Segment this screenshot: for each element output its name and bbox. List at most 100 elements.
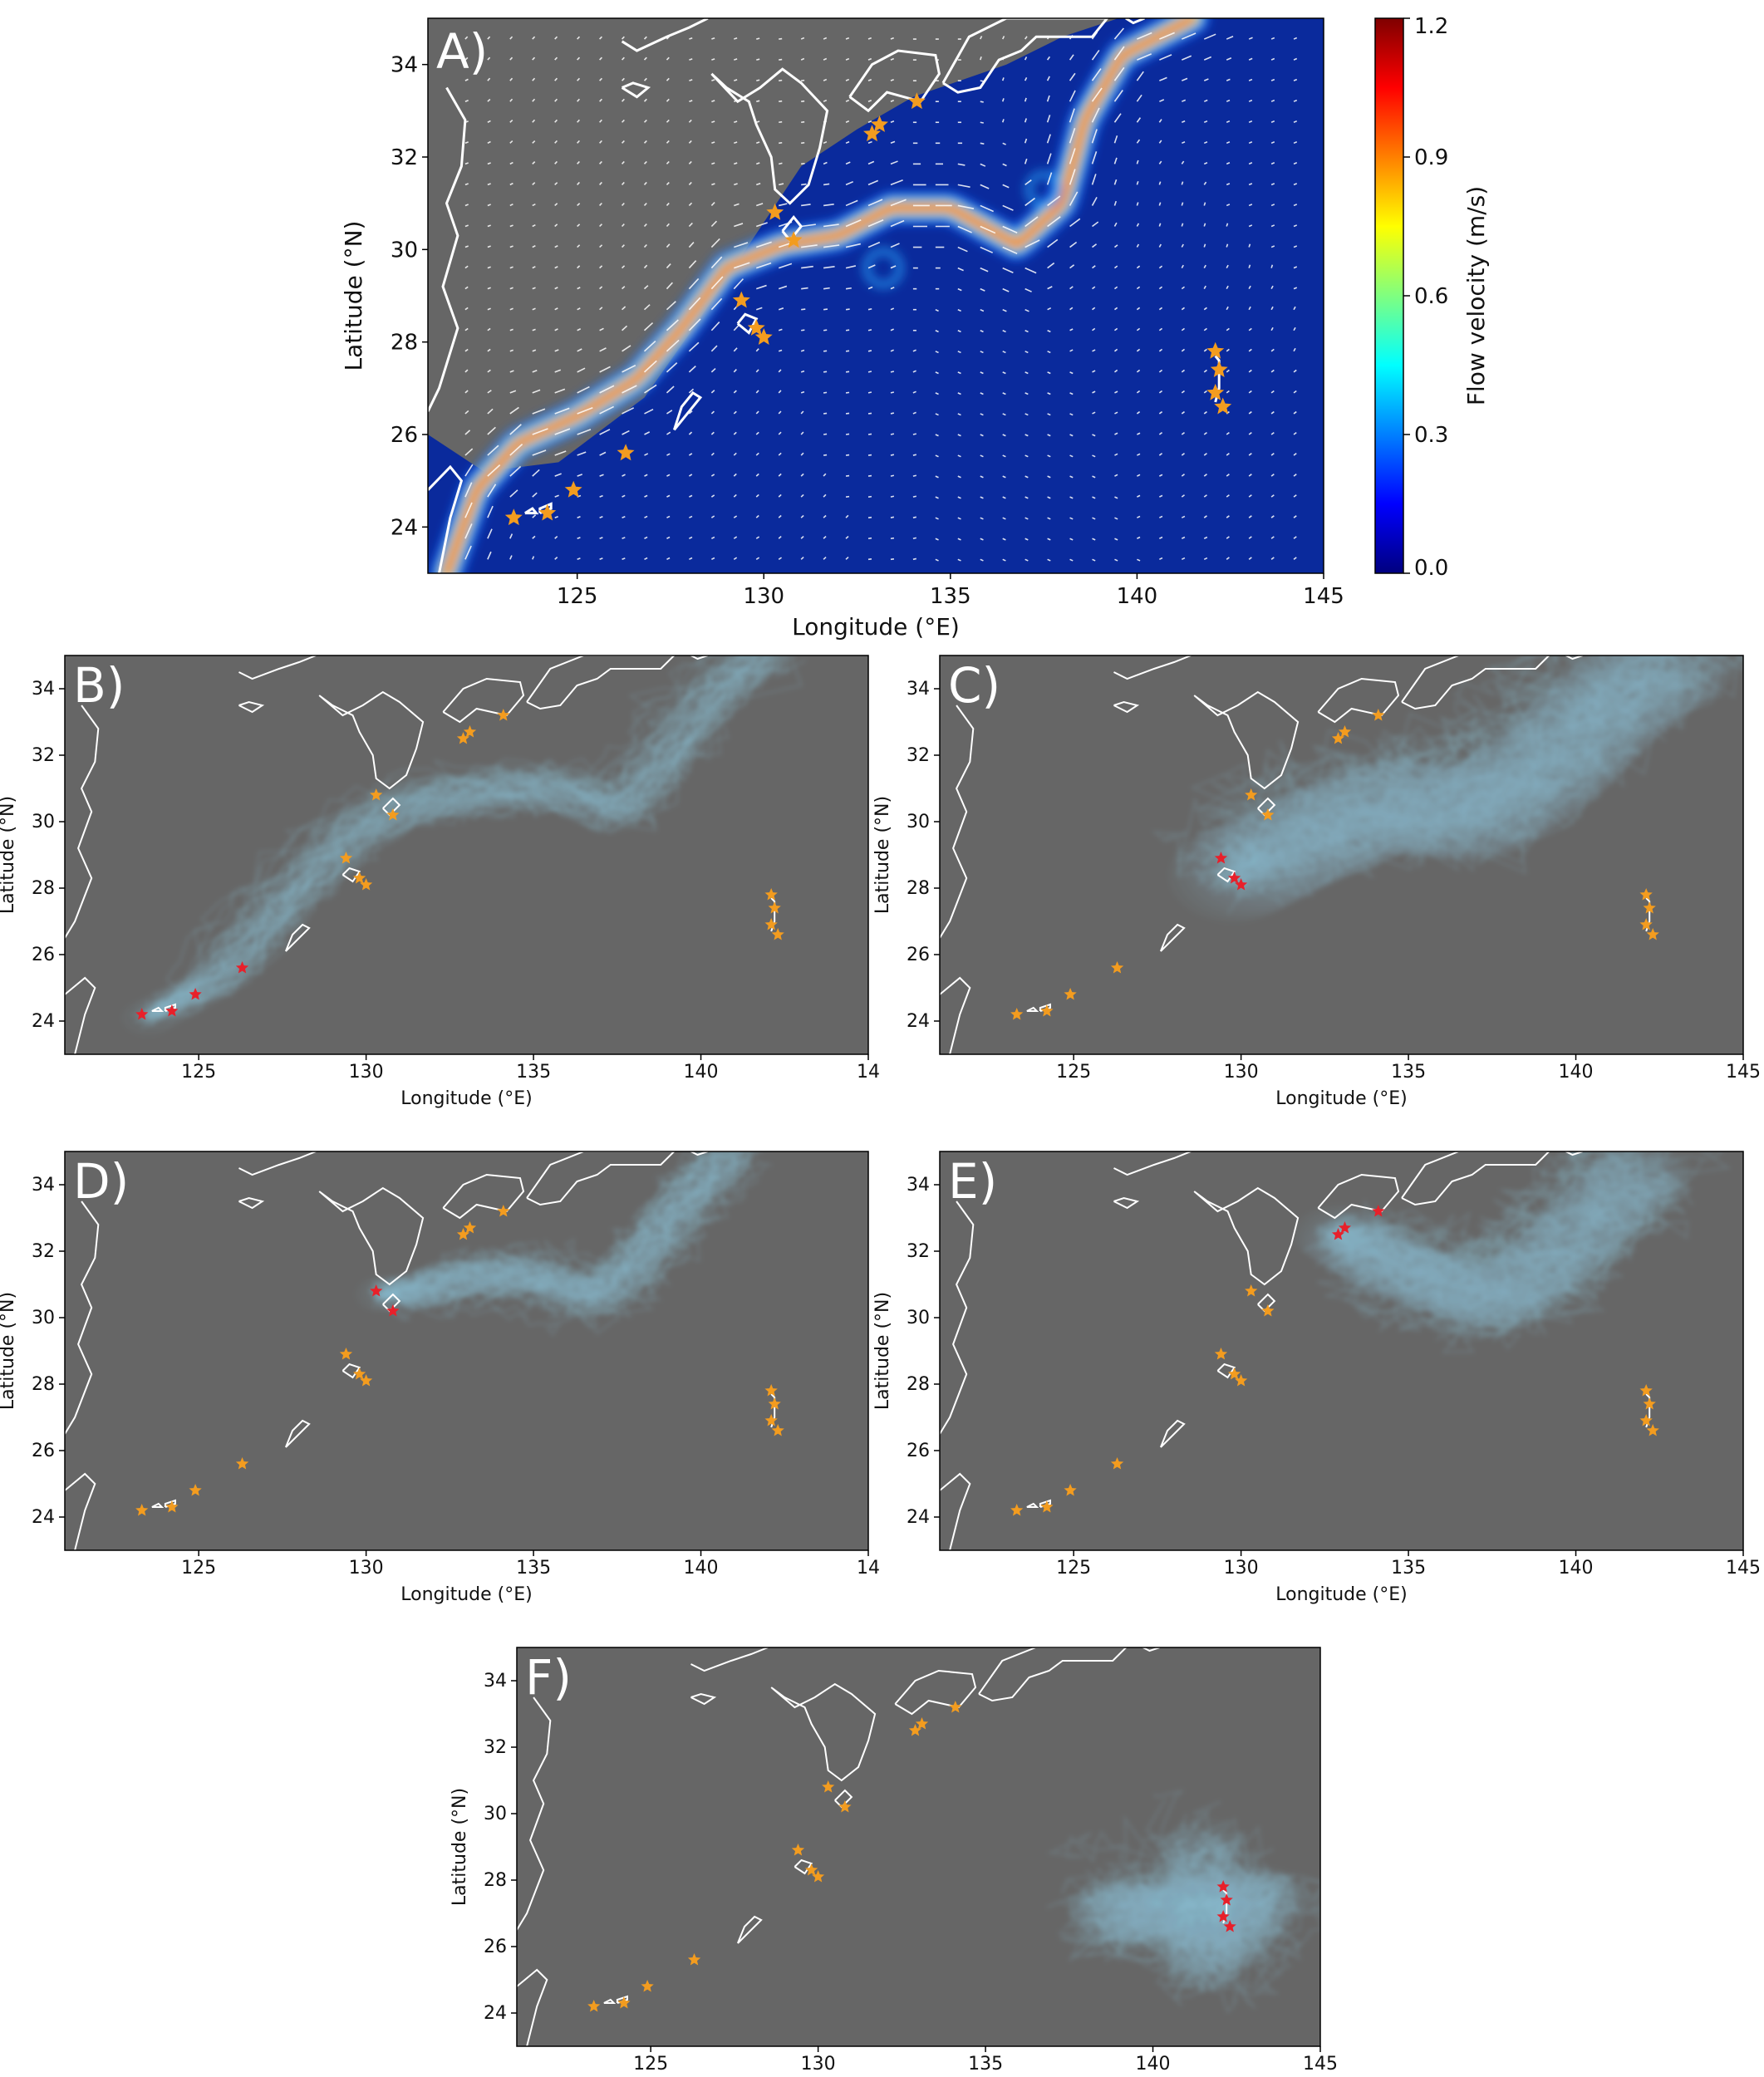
flow-arrow — [845, 78, 850, 81]
flow-arrow — [1248, 141, 1253, 145]
flow-arrow — [845, 412, 850, 415]
flow-arrow — [710, 220, 718, 228]
flow-arrow — [1181, 243, 1184, 248]
y-tick-label: 30 — [32, 812, 55, 832]
flow-arrow — [1248, 204, 1253, 207]
flow-arrow — [1024, 158, 1028, 164]
flow-arrow — [554, 369, 562, 373]
coastline — [1193, 690, 1300, 790]
y-tick-label: 28 — [391, 331, 418, 356]
flow-arrow — [1136, 71, 1144, 81]
plot-area — [940, 1151, 1732, 1550]
flow-arrow — [890, 557, 895, 561]
x-tick-label: 125 — [1056, 1558, 1091, 1579]
x-tick-label: 140 — [1559, 1558, 1594, 1579]
flow-arrow — [532, 266, 536, 269]
flow-arrow — [1182, 141, 1186, 145]
flow-arrow — [577, 429, 592, 435]
x-tick-label: 14 — [857, 1062, 880, 1083]
flow-arrow — [577, 557, 581, 561]
flow-arrow — [1293, 347, 1296, 352]
flow-arrow — [867, 412, 872, 415]
flow-arrow — [487, 484, 497, 498]
flow-arrow — [1002, 142, 1006, 145]
flow-arrow — [1158, 223, 1162, 227]
flow-arrow — [1270, 536, 1275, 539]
flow-arrow — [1113, 66, 1125, 81]
flow-arrow — [666, 160, 670, 164]
flow-arrow — [1203, 390, 1207, 394]
flow-arrow — [778, 514, 782, 518]
flow-arrow — [1113, 222, 1118, 227]
flow-arrow — [957, 267, 964, 272]
flow-arrow — [1181, 431, 1185, 435]
site-star — [1206, 341, 1225, 359]
coastline — [781, 215, 803, 243]
flow-arrow — [1226, 369, 1230, 373]
flow-arrow — [1226, 78, 1231, 81]
flow-arrow — [980, 184, 990, 189]
flow-arrow — [1024, 517, 1029, 520]
flow-arrow — [509, 224, 513, 228]
flow-arrow — [867, 140, 872, 145]
flow-arrow — [509, 533, 513, 539]
coastline — [1193, 1186, 1300, 1286]
flow-arrow — [823, 287, 830, 290]
site-star — [1064, 1484, 1077, 1496]
flow-arrow — [1293, 37, 1298, 40]
flow-arrow — [867, 219, 884, 228]
site-star — [1245, 788, 1258, 801]
coastline — [690, 1647, 769, 1672]
flow-arrow — [532, 119, 536, 123]
flow-arrow — [1137, 494, 1141, 498]
flow-arrow — [1002, 308, 1007, 312]
y-tick-label: 32 — [907, 745, 930, 766]
flow-arrow — [778, 410, 782, 415]
x-tick-label: 140 — [684, 1062, 719, 1083]
flow-arrow — [509, 161, 513, 165]
flow-arrow — [554, 287, 558, 290]
flow-arrow — [599, 429, 611, 435]
y-tick-label: 34 — [32, 1175, 55, 1196]
flow-arrow — [487, 444, 499, 456]
flow-arrow — [1181, 515, 1186, 518]
y-tick-label: 30 — [907, 1308, 930, 1328]
flow-arrow — [935, 434, 939, 437]
y-tick-label: 32 — [907, 1241, 930, 1262]
flow-arrow — [1270, 453, 1275, 456]
flow-arrow — [800, 37, 805, 40]
flow-arrow — [1047, 286, 1053, 290]
flow-arrow — [957, 517, 961, 520]
flow-arrow — [532, 36, 536, 40]
flow-arrow — [532, 56, 536, 61]
site-star — [764, 888, 778, 901]
flow-arrow — [487, 120, 491, 123]
flow-arrow — [688, 297, 701, 311]
flow-arrow — [1092, 475, 1096, 479]
flow-arrow — [666, 119, 670, 123]
flow-arrow — [1047, 413, 1051, 416]
coastline — [770, 1682, 877, 1782]
site-markers — [1010, 709, 1659, 1020]
flow-arrow — [734, 120, 738, 124]
flow-arrow — [710, 390, 715, 394]
flow-arrow — [532, 223, 536, 228]
flow-arrow — [1046, 153, 1052, 164]
flow-arrow — [621, 77, 625, 81]
flow-arrow — [666, 56, 670, 61]
flow-arrow — [487, 98, 491, 102]
coastline — [151, 1502, 165, 1508]
flow-arrow — [487, 224, 491, 228]
flow-arrow — [957, 308, 961, 312]
flow-arrow — [890, 57, 894, 61]
release-site-star — [235, 961, 249, 974]
flow-arrow — [823, 412, 828, 415]
flow-arrow — [599, 36, 602, 40]
colorbar: 0.0 0.3 0.6 0.9 1.2 Flow velocity (m/s) — [1374, 14, 1490, 581]
coastline — [690, 656, 708, 660]
flow-arrow — [800, 473, 804, 477]
flow-arrow — [1136, 160, 1139, 164]
flow-arrow — [756, 79, 760, 81]
flow-arrow — [622, 325, 628, 331]
flow-arrow — [464, 464, 474, 477]
